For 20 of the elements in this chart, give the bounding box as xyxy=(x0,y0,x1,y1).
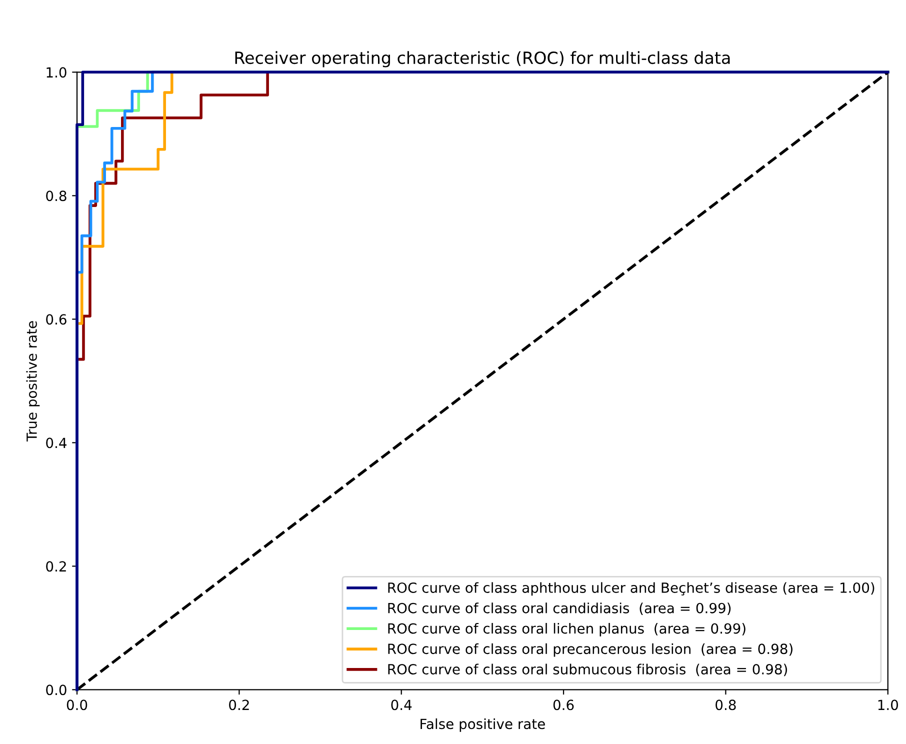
legend-label: ROC curve of class aphthous ulcer and Beçhet’s disease (area = 1.00) xyxy=(388,582,874,596)
y-tick-label: 0.6 xyxy=(46,314,66,325)
x-axis-title: False positive rate xyxy=(420,718,545,732)
legend-label: ROC curve of class oral lichen planus (area = 0.99) xyxy=(388,622,746,636)
x-tick-label: 0.2 xyxy=(229,700,249,710)
y-tick-label: 1.0 xyxy=(46,67,66,78)
legend-label: ROC curve of class oral precancerous lesion (area = 0.98) xyxy=(388,643,792,657)
x-tick-label: 1.0 xyxy=(878,700,898,710)
x-tick-label: 0.6 xyxy=(553,700,574,710)
y-tick-label: 0.4 xyxy=(46,438,67,448)
x-tick-label: 0.4 xyxy=(391,700,412,710)
chart-title: Receiver operating characteristic (ROC) for multi-class data xyxy=(235,51,730,68)
y-tick-label: 0.8 xyxy=(46,190,66,202)
x-tick-label: 0.0 xyxy=(66,700,88,710)
x-tick-label: 0.8 xyxy=(716,700,736,710)
legend-label: ROC curve of class oral candidiasis (area = 0.99) xyxy=(388,602,731,615)
y-tick-label: 0.0 xyxy=(46,684,66,696)
legend-label: ROC curve of class oral submucous fibrosis (area = 0.98) xyxy=(388,664,787,676)
y-tick-label: 0.2 xyxy=(46,561,66,572)
y-axis-title: True positive rate xyxy=(26,321,40,442)
